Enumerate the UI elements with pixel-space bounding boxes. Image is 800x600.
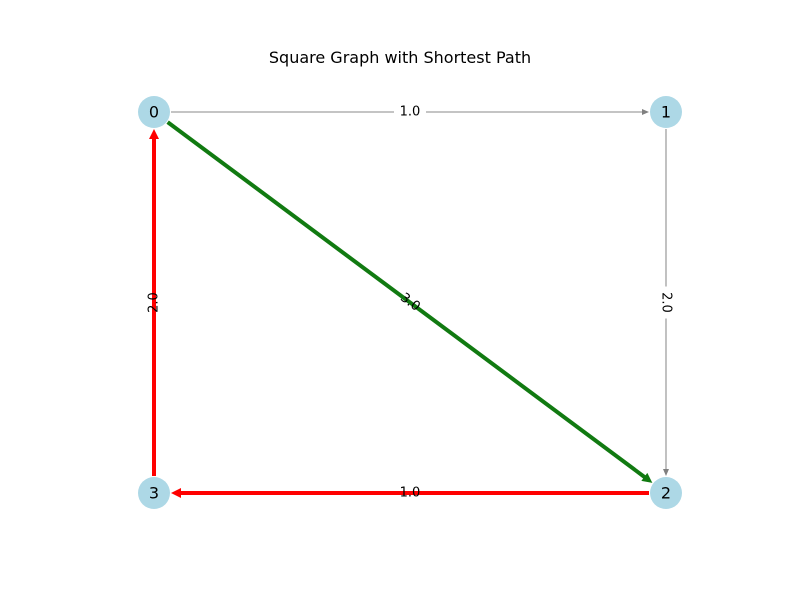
- node-1: 1: [650, 96, 682, 128]
- edge-weight-text: 1.0: [400, 105, 421, 120]
- node-label: 3: [149, 484, 159, 503]
- node-label: 1: [661, 103, 671, 122]
- edge-weight-label: 1.0: [394, 104, 426, 120]
- edge-weight-label: 2.0: [147, 292, 162, 313]
- edge-3-0: [149, 129, 159, 476]
- edge-2-3: [171, 488, 649, 498]
- edge-weight-text: 2.0: [147, 292, 162, 313]
- edge-labels-layer: 1.02.03.01.02.0: [147, 104, 674, 501]
- node-circle: [138, 96, 170, 128]
- edge-arrowhead: [663, 469, 669, 476]
- edge-arrowhead: [171, 488, 181, 498]
- edge-label-background: [394, 104, 426, 120]
- diagram-title: Square Graph with Shortest Path: [268, 48, 532, 67]
- edge-line: [166, 120, 647, 480]
- node-circle: [650, 96, 682, 128]
- edge-arrowhead: [149, 129, 159, 139]
- edge-weight-text: 2.0: [659, 292, 674, 313]
- edge-arrowhead: [641, 472, 653, 483]
- edge-arrowhead: [642, 109, 649, 115]
- edge-label-background: [658, 286, 674, 319]
- node-label: 0: [149, 103, 159, 122]
- edge-weight-label: 2.0: [658, 286, 674, 319]
- edge-0-2: [166, 120, 653, 483]
- node-0: 0: [138, 96, 170, 128]
- nodes-layer: 0 1 2 3: [138, 96, 682, 509]
- node-2: 2: [650, 477, 682, 509]
- node-3: 3: [138, 477, 170, 509]
- node-circle: [138, 477, 170, 509]
- node-circle: [650, 477, 682, 509]
- node-label: 2: [661, 484, 671, 503]
- edge-weight-text: 1.0: [400, 486, 421, 501]
- edge-weight-label: 1.0: [400, 486, 421, 501]
